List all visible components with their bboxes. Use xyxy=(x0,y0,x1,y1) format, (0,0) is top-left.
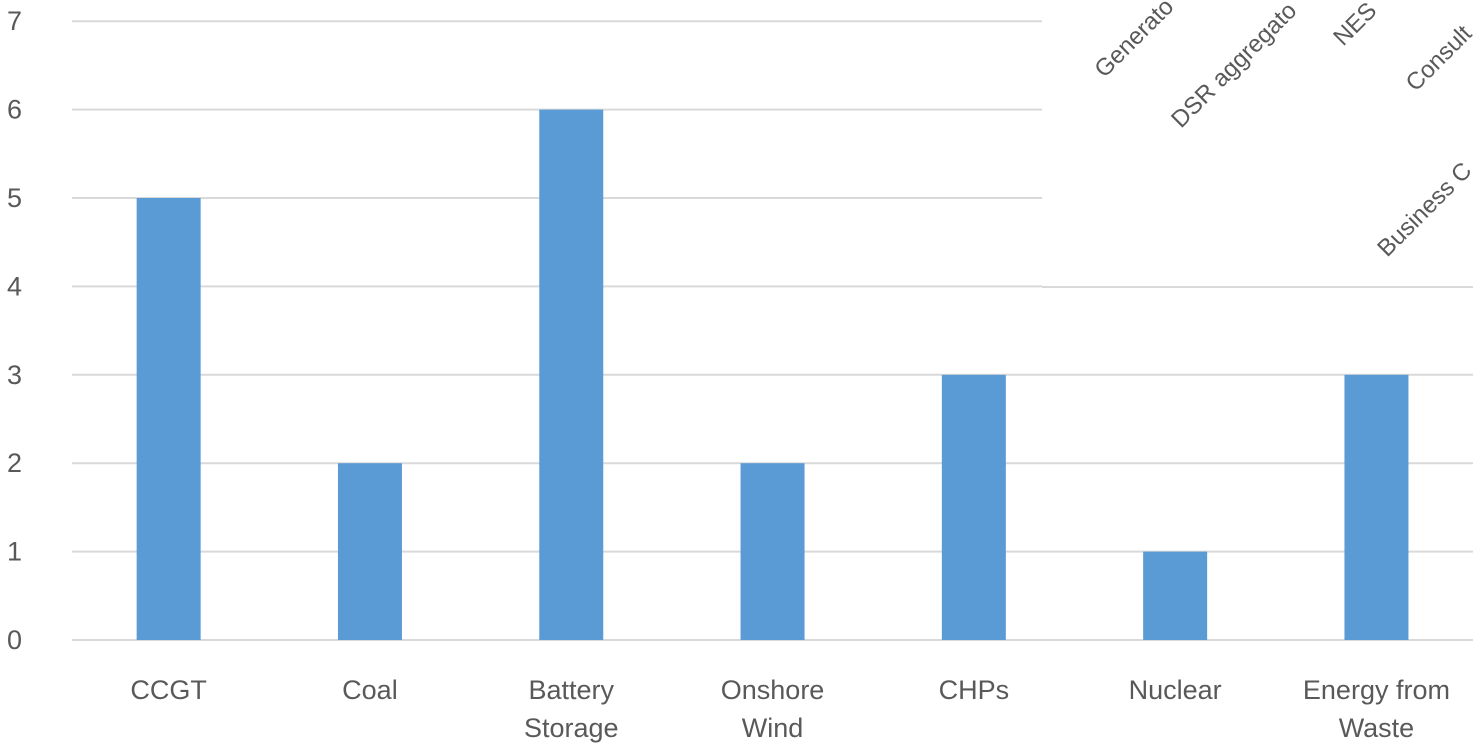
x-tick-label-line: CHPs xyxy=(939,675,1010,705)
x-tick-label-line: Nuclear xyxy=(1129,675,1222,705)
y-tick-label-2: 2 xyxy=(7,448,22,478)
y-tick-label-4: 4 xyxy=(7,271,22,301)
x-axis-labels: CCGT Coal Battery Storage Onshore Wind CHPs Nuc… xyxy=(130,675,1450,743)
x-tick-label-1: Coal xyxy=(342,675,398,705)
y-tick-label-7: 7 xyxy=(7,6,22,36)
bar-5 xyxy=(1143,551,1208,640)
x-tick-label-0: CCGT xyxy=(130,675,207,705)
x-tick-label-3: Onshore Wind xyxy=(721,675,825,743)
bar-3 xyxy=(740,463,805,640)
bar-0 xyxy=(136,198,201,640)
x-tick-label-line: Storage xyxy=(524,713,619,743)
y-tick-label-5: 5 xyxy=(7,183,22,213)
x-tick-label-6: Energy from Waste xyxy=(1303,675,1450,743)
x-tick-label-line: Coal xyxy=(342,675,398,705)
x-tick-label-line: Battery xyxy=(528,675,614,705)
bar-4 xyxy=(941,374,1006,640)
y-tick-label-6: 6 xyxy=(7,95,22,125)
bar-1 xyxy=(337,463,402,640)
x-tick-label-line: Energy from xyxy=(1303,675,1450,705)
y-tick-label-3: 3 xyxy=(7,360,22,390)
bar-2 xyxy=(539,109,604,641)
x-tick-label-5: Nuclear xyxy=(1129,675,1222,705)
x-tick-label-2: Battery Storage xyxy=(524,675,619,743)
bar-6 xyxy=(1344,374,1409,640)
y-tick-label-1: 1 xyxy=(7,537,22,567)
y-tick-label-0: 0 xyxy=(7,625,22,655)
x-tick-label-4: CHPs xyxy=(939,675,1010,705)
x-tick-label-line: CCGT xyxy=(130,675,207,705)
bars xyxy=(136,109,1409,641)
x-tick-label-line: Onshore xyxy=(721,675,825,705)
y-axis-ticks: 0 1 2 3 4 5 6 7 xyxy=(7,6,22,655)
x-tick-label-line: Wind xyxy=(742,713,804,743)
x-tick-label-line: Waste xyxy=(1339,713,1415,743)
overlap-panel xyxy=(1042,0,1473,286)
